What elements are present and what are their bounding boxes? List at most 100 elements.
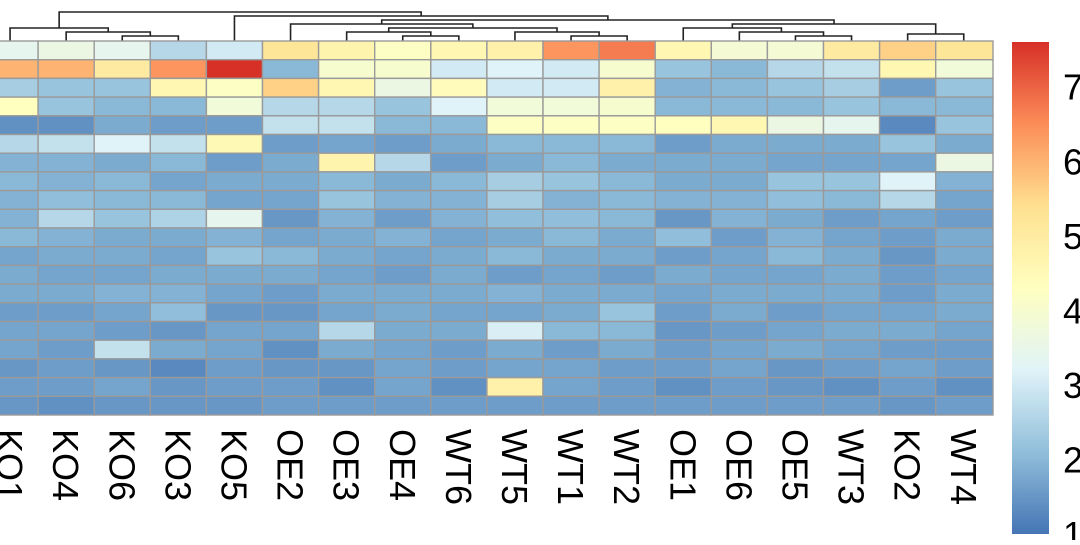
heatmap-cell — [93, 115, 151, 136]
column-label: OE4 — [382, 429, 423, 501]
heatmap-cell — [317, 320, 376, 341]
heatmap-cell — [430, 208, 488, 229]
column-labels: KO1 KO4 KO6 KO3 KO5 OE2 OE3 OE4 WT6 WT5 WT1 WT2 OE1 O… — [0, 429, 984, 505]
heatmap-cell — [542, 59, 600, 80]
column-label: OE3 — [326, 429, 367, 501]
heatmap-cell — [542, 245, 600, 267]
heatmap-cell — [598, 339, 656, 360]
heatmap-cell — [374, 395, 432, 416]
heatmap-cell — [710, 96, 769, 117]
heatmap-cell — [0, 302, 39, 323]
heatmap-cell — [374, 152, 432, 173]
column-label: KO3 — [157, 429, 198, 501]
heatmap-cell — [766, 77, 825, 98]
heatmap-cell — [935, 40, 994, 61]
heatmap-cell — [205, 77, 264, 98]
heatmap-cell — [0, 77, 39, 98]
heatmap-cell — [374, 245, 432, 267]
heatmap-cell — [430, 152, 488, 173]
dendrogram-branch — [401, 35, 460, 41]
heatmap-cell — [822, 376, 881, 398]
column-dendrogram — [9, 11, 965, 41]
heatmap-cell — [374, 171, 432, 192]
heatmap-cell — [317, 171, 376, 192]
heatmap-cell — [93, 96, 151, 117]
heatmap-cell — [822, 133, 881, 154]
heatmap-cell — [878, 77, 937, 98]
heatmap-cell — [878, 59, 937, 80]
heatmap-cell — [430, 302, 488, 323]
heatmap-cell — [542, 302, 600, 323]
heatmap-cell — [654, 171, 713, 192]
heatmap-cell — [261, 264, 320, 285]
heatmap-cell — [261, 245, 320, 267]
heatmap-cell — [935, 395, 994, 416]
heatmap-cell — [37, 189, 95, 211]
heatmap-cell — [374, 96, 432, 117]
heatmap-cell — [654, 189, 713, 211]
heatmap-cell — [654, 208, 713, 229]
heatmap-cell — [374, 264, 432, 285]
heatmap-cell — [37, 152, 95, 173]
heatmap-cell — [261, 152, 320, 173]
heatmap-cell — [710, 227, 769, 248]
heatmap-cell — [654, 358, 713, 379]
heatmap-cell — [822, 302, 881, 323]
heatmap-cell — [317, 245, 376, 267]
heatmap-cell — [430, 245, 488, 267]
heatmap-cell — [374, 133, 432, 154]
heatmap-cell — [542, 40, 600, 61]
heatmap-cell — [822, 96, 881, 117]
heatmap-cell — [0, 358, 39, 379]
heatmap-cell — [317, 133, 376, 154]
heatmap-cell — [205, 208, 264, 229]
heatmap-cell — [37, 302, 95, 323]
heatmap-cell — [766, 189, 825, 211]
heatmap-cell — [430, 40, 488, 61]
column-label: OE2 — [270, 429, 311, 501]
heatmap-cell — [542, 339, 600, 360]
heatmap-cell — [317, 208, 376, 229]
heatmap-cell — [878, 264, 937, 285]
heatmap-cell — [37, 40, 95, 61]
color-legend: 7 6 5 4 3 2 1 — [1012, 42, 1080, 545]
heatmap-cell — [710, 245, 769, 267]
heatmap-cell — [542, 189, 600, 211]
heatmap-cell — [430, 283, 488, 304]
heatmap-cell — [766, 245, 825, 267]
color-scale-tick-label: 5 — [1063, 216, 1080, 257]
heatmap-cell — [542, 133, 600, 154]
heatmap-cell — [710, 358, 769, 379]
heatmap-cell — [149, 376, 208, 398]
heatmap-cell — [822, 358, 881, 379]
column-label: WT2 — [606, 429, 647, 505]
heatmap-cell — [766, 115, 825, 136]
heatmap-cell — [486, 171, 544, 192]
heatmap-cell — [430, 59, 488, 80]
heatmap-cell — [935, 208, 994, 229]
heatmap-cell — [598, 189, 656, 211]
heatmap-cell — [37, 358, 95, 379]
heatmap-cell — [0, 339, 39, 360]
heatmap-cell — [654, 96, 713, 117]
heatmap-cell — [542, 227, 600, 248]
heatmap-cell — [766, 40, 825, 61]
heatmap-cell — [710, 320, 769, 341]
heatmap-cell — [374, 339, 432, 360]
heatmap-cell — [935, 376, 994, 398]
heatmap-cell — [261, 320, 320, 341]
heatmap-cell — [486, 77, 544, 98]
heatmap-cell — [710, 77, 769, 98]
heatmap-cell — [317, 302, 376, 323]
heatmap-cell — [261, 376, 320, 398]
column-label: OE5 — [774, 429, 815, 501]
dendrogram-branch — [682, 27, 783, 41]
heatmap-cell — [542, 395, 600, 416]
heatmap-cell — [205, 133, 264, 154]
heatmap-cell — [93, 77, 151, 98]
heatmap-cell — [374, 376, 432, 398]
heatmap-cell — [710, 302, 769, 323]
column-label: KO4 — [45, 429, 86, 501]
heatmap-cell — [542, 320, 600, 341]
dendrogram-branch — [794, 35, 853, 41]
